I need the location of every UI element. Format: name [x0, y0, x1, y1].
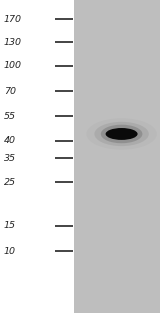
Text: 70: 70 — [4, 87, 16, 96]
Text: 35: 35 — [4, 154, 16, 162]
Text: 40: 40 — [4, 136, 16, 145]
Bar — [74, 0, 160, 313]
Bar — [0, 0, 74, 313]
Text: 15: 15 — [4, 222, 16, 230]
Text: 25: 25 — [4, 178, 16, 187]
Ellipse shape — [101, 125, 142, 143]
Ellipse shape — [106, 128, 138, 140]
Text: 130: 130 — [4, 38, 22, 47]
Text: 55: 55 — [4, 112, 16, 121]
Text: 10: 10 — [4, 247, 16, 255]
Text: 100: 100 — [4, 61, 22, 70]
Ellipse shape — [94, 122, 149, 146]
Text: 170: 170 — [4, 15, 22, 24]
Ellipse shape — [86, 118, 157, 150]
